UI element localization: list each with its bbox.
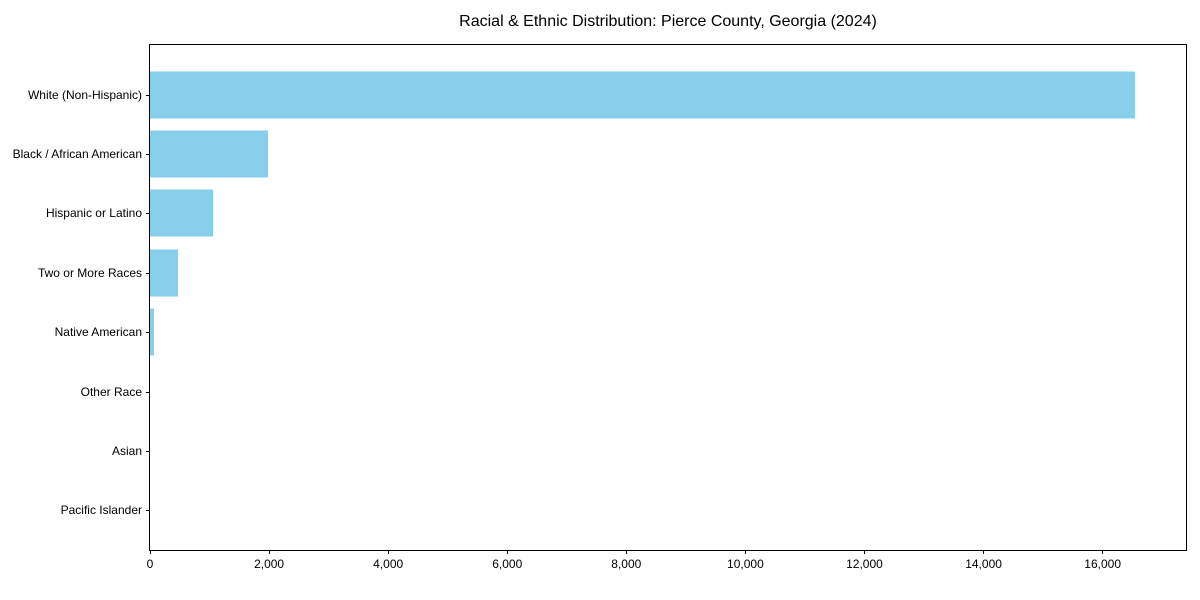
x-tick-mark	[387, 550, 389, 554]
y-axis-label: Hispanic or Latino	[45, 206, 142, 221]
bar-black-african-american	[150, 130, 268, 178]
y-tick-mark	[146, 450, 150, 452]
bar-hispanic-or-latino	[150, 189, 214, 237]
y-tick-mark	[146, 391, 150, 393]
x-axis-ticks: 0 2,000 4,000 6,000 8,000 10,000 12,000 14,000 1…	[147, 45, 1186, 571]
x-tick-mark	[1102, 550, 1104, 554]
x-tick-mark	[149, 550, 151, 554]
x-tick-label: 12,000	[846, 557, 883, 571]
chart-row: Other Race	[81, 362, 1186, 421]
x-tick-label: 14,000	[965, 557, 1002, 571]
bar-native-american	[150, 308, 154, 356]
x-tick-label: 2,000	[254, 557, 285, 571]
x-tick-mark	[506, 550, 508, 554]
x-tick-label: 10,000	[727, 557, 764, 571]
y-tick-mark	[146, 154, 150, 156]
y-axis-label: Asian	[111, 443, 142, 458]
y-tick-mark	[146, 272, 150, 274]
chart-row: White (Non-Hispanic)	[28, 65, 1186, 124]
chart-row: Asian	[112, 421, 1186, 480]
x-tick-mark	[625, 550, 627, 554]
bar-two-or-more-races	[150, 249, 178, 297]
chart-row: Native American	[55, 303, 1186, 362]
x-tick-mark	[863, 550, 865, 554]
y-axis-label: Black / African American	[12, 147, 142, 162]
chart-row: Hispanic or Latino	[46, 184, 1186, 243]
x-tick-label: 6,000	[492, 557, 523, 571]
x-tick-label: 16,000	[1084, 557, 1121, 571]
y-axis-label: Two or More Races	[37, 265, 142, 280]
y-axis-label: Native American	[54, 325, 142, 340]
y-tick-mark	[146, 332, 150, 334]
x-tick-label: 4,000	[373, 557, 404, 571]
x-tick-mark	[268, 550, 270, 554]
x-tick-mark	[744, 550, 746, 554]
x-tick-label: 0	[146, 557, 154, 571]
plot-area: White (Non-Hispanic) Black / African Amer…	[13, 44, 1187, 571]
chart-row: Black / African American	[13, 124, 1186, 183]
y-axis-label: Other Race	[80, 384, 142, 399]
bars-container: White (Non-Hispanic) Black / African Amer…	[13, 45, 1186, 550]
chart-title: Racial & Ethnic Distribution: Pierce Cou…	[459, 13, 877, 30]
bar-white-non-hispanic	[150, 71, 1136, 119]
x-tick-mark	[983, 550, 985, 554]
y-axis-label: Pacific Islander	[60, 503, 142, 518]
y-tick-mark	[146, 94, 150, 96]
x-tick-label: 8,000	[611, 557, 642, 571]
y-axis-label: White (Non-Hispanic)	[27, 87, 142, 102]
chart-row: Two or More Races	[38, 243, 1186, 302]
y-tick-mark	[146, 213, 150, 215]
y-tick-mark	[146, 510, 150, 512]
chart-row: Pacific Islander	[61, 481, 1186, 540]
